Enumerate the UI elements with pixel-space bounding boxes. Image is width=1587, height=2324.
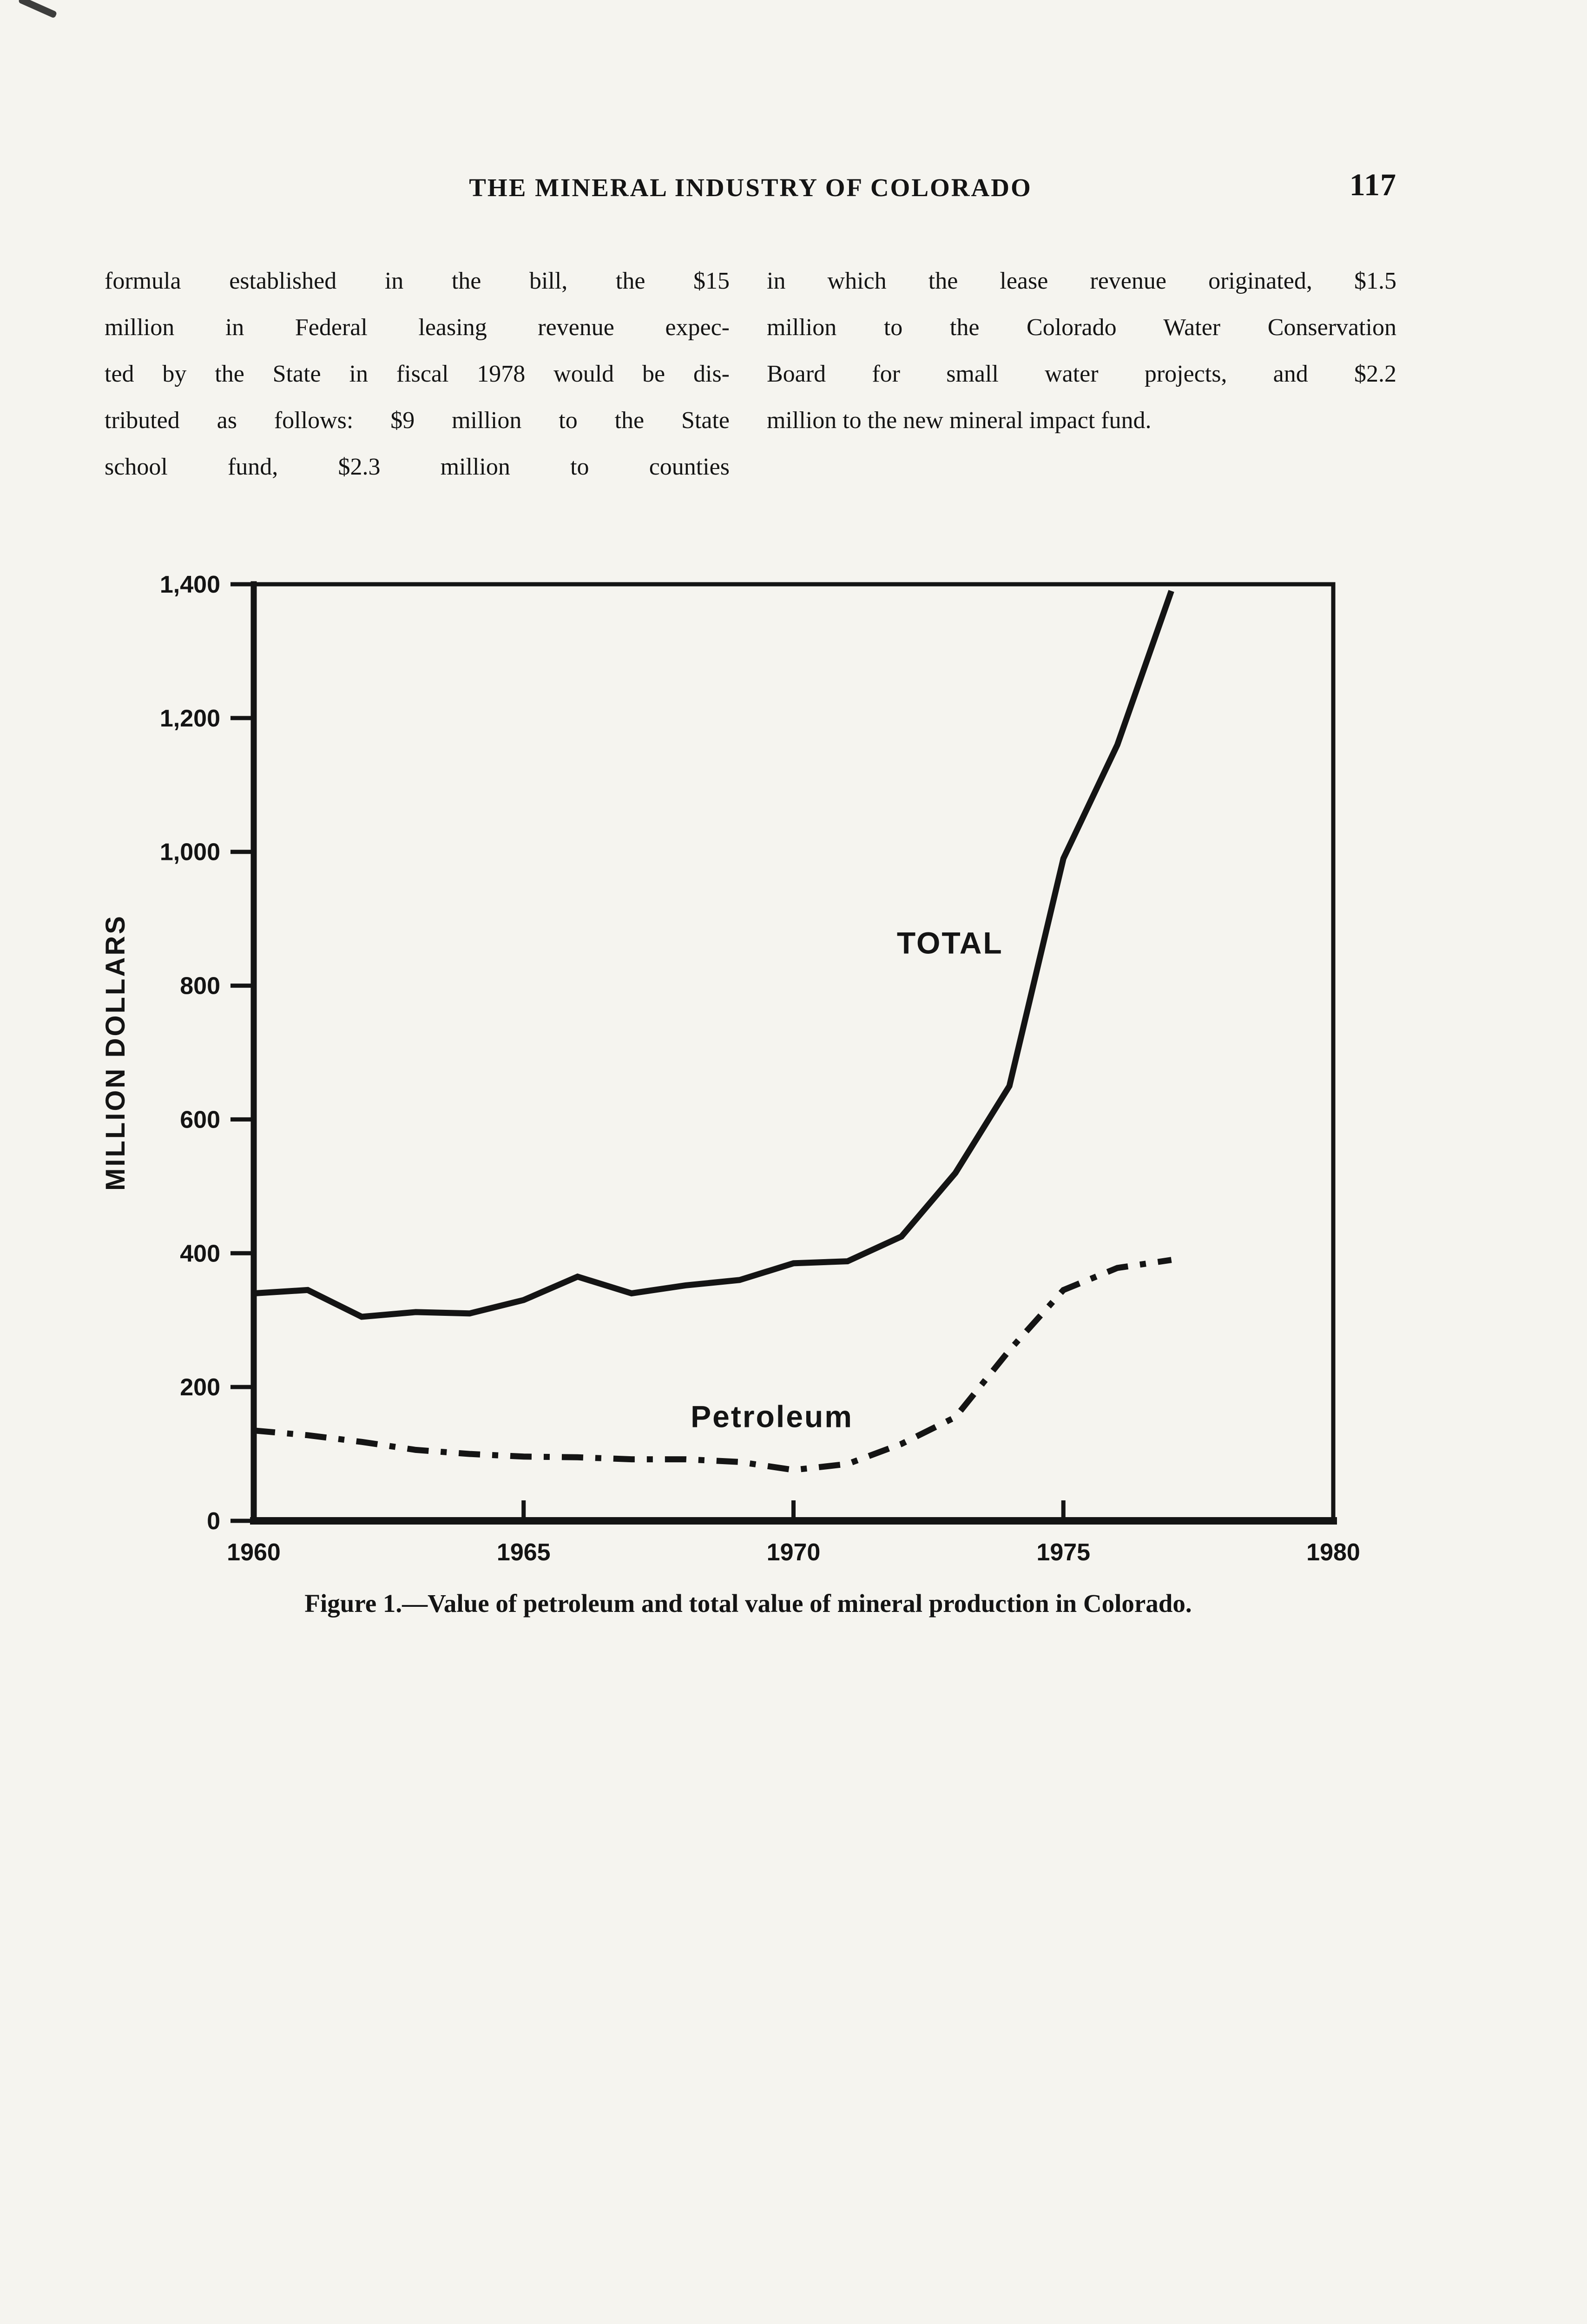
- scan-artifact: [18, 0, 58, 19]
- page-title: THE MINERAL INDUSTRY OF COLORADO: [469, 173, 1032, 202]
- y-tick-label: 0: [207, 1508, 220, 1535]
- total-label: TOTAL: [897, 925, 1003, 960]
- body-column-right: in which the lease revenue originated, $…: [767, 258, 1396, 490]
- text-line: in which the lease revenue originated, $…: [767, 268, 1396, 294]
- total-line: [253, 590, 1174, 1320]
- y-tick-label: 1,400: [160, 571, 220, 598]
- text-line: formula established in the bill, the $15: [105, 268, 730, 294]
- x-tick-label: 1970: [767, 1539, 821, 1566]
- body-text: formula established in the bill, the $15…: [105, 258, 1396, 490]
- text-line: million in Federal leasing revenue expec…: [105, 314, 730, 341]
- figure-1-chart: 0 200 400 600 800 1,000 1,200 1,400 1960 1965 1970…: [100, 571, 1360, 1566]
- text-line: tributed as follows: $9 million to the S…: [105, 407, 730, 434]
- x-tick-label: 1980: [1306, 1539, 1360, 1566]
- y-tick-label: 1,200: [160, 705, 220, 732]
- y-tick-label: 200: [180, 1374, 220, 1401]
- y-tick-label: 400: [180, 1240, 220, 1267]
- page-number: 117: [1349, 167, 1396, 202]
- text-line: school fund, $2.3 million to counties: [105, 454, 730, 480]
- text-line: million to the Colorado Water Conservati…: [767, 314, 1396, 341]
- x-tick-label: 1965: [497, 1539, 551, 1566]
- petroleum-label: Petroleum: [691, 1400, 853, 1434]
- text-line: million to the new mineral impact fund.: [767, 407, 1152, 434]
- x-tick-label: 1975: [1036, 1539, 1090, 1566]
- petroleum-line: [253, 1257, 1172, 1473]
- running-head: THE MINERAL INDUSTRY OF COLORADO 117: [105, 167, 1396, 202]
- y-tick-label: 800: [180, 973, 220, 1000]
- y-tick-label: 600: [180, 1106, 220, 1133]
- figure-caption: Figure 1.—Value of petroleum and total v…: [304, 1589, 1192, 1618]
- text-line: Board for small water projects, and $2.2: [767, 361, 1396, 387]
- y-axis-title: MILLION DOLLARS: [100, 914, 131, 1191]
- x-tick-label: 1960: [227, 1539, 281, 1566]
- text-line: ted by the State in fiscal 1978 would be…: [105, 361, 730, 387]
- body-column-left: formula established in the bill, the $15…: [105, 258, 730, 490]
- y-tick-label: 1,000: [160, 839, 220, 866]
